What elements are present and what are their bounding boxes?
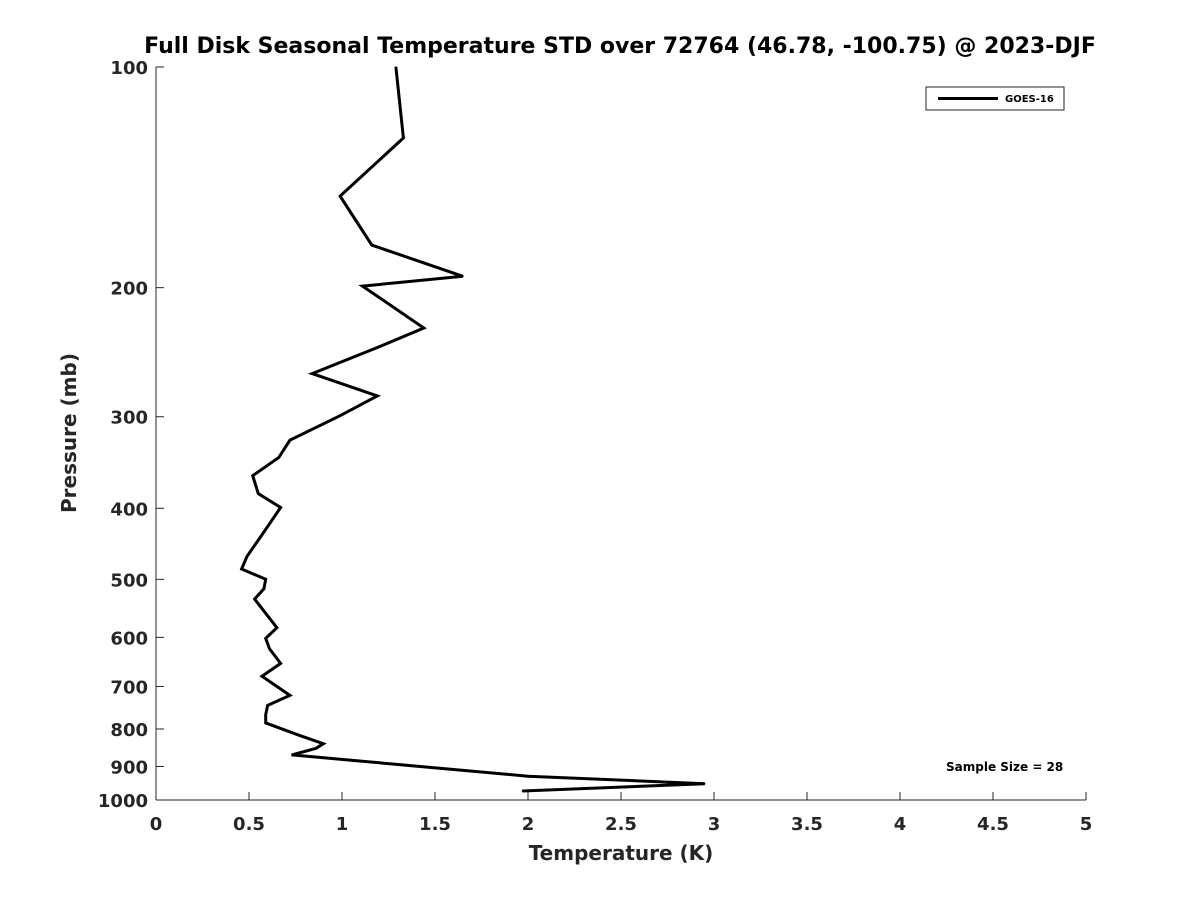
data-point [423,327,425,329]
data-point [703,782,706,785]
x-tick-label: 1 [336,814,349,835]
data-point [290,754,293,756]
chart-title: Full Disk Seasonal Temperature STD over … [144,34,1096,59]
y-tick-label: 900 [110,757,148,778]
data-point [339,195,341,197]
y-tick-label: 500 [110,570,148,591]
series-layer [239,66,706,793]
y-axis-ticks: 100 200 300 400 500 600 700 800 900 1000 [98,58,164,812]
data-point [298,734,301,737]
data-point [240,568,243,570]
data-point [264,637,267,640]
data-point [322,742,325,745]
data-point [264,722,267,724]
series-line-0 [239,66,705,793]
data-point [257,492,260,495]
data-point [264,578,267,581]
data-point [263,587,265,590]
x-tick-label: 4 [894,814,907,835]
data-point [370,244,373,246]
data-point [268,523,271,525]
data-point [462,275,464,278]
legend-label-goes-16: GOES-16 [1005,94,1054,105]
y-tick-label: 800 [110,720,148,741]
sample-size-annotation: Sample Size = 28 [946,760,1063,774]
data-point [268,648,271,650]
data-point [315,747,317,750]
data-point [361,285,364,287]
data-point [376,395,379,397]
plot-area [155,67,1086,801]
data-point [402,137,405,139]
y-tick-label: 200 [110,279,148,300]
data-point [279,662,282,665]
x-axis-ticks: 0 0.5 1 1.5 2 2.5 3 3.5 4 4.5 5 [150,792,1093,835]
x-tick-label: 0 [150,814,163,835]
data-point [246,555,248,558]
y-tick-label: 1000 [98,791,148,812]
data-point [374,347,377,350]
data-point [279,506,282,509]
data-point [339,414,341,417]
data-point [395,66,397,68]
x-tick-label: 3.5 [791,814,823,835]
data-point [289,439,291,442]
data-point [257,539,260,541]
x-tick-label: 4.5 [977,814,1009,835]
data-point [289,694,291,697]
x-tick-label: 3 [708,814,721,835]
data-point [311,372,314,375]
legend: GOES-16 [925,86,1065,111]
y-tick-label: 600 [110,628,148,649]
data-point [264,713,267,716]
data-point [266,704,269,707]
data-point [277,456,280,459]
x-tick-label: 5 [1080,814,1093,835]
data-point [261,675,263,678]
x-tick-label: 0.5 [233,814,265,835]
x-tick-label: 1.5 [419,814,451,835]
data-point [276,626,278,629]
x-tick-label: 2.5 [605,814,637,835]
y-tick-label: 700 [110,677,148,698]
data-point [251,474,254,477]
y-axis-title: Pressure (mb) [57,353,81,513]
data-point [527,775,529,778]
data-point [253,598,256,600]
x-tick-label: 2 [522,814,535,835]
x-axis-title: Temperature (K) [529,841,714,865]
y-tick-label: 100 [110,58,148,79]
y-tick-label: 400 [110,499,148,520]
data-point [521,790,524,792]
y-tick-label: 300 [110,408,148,429]
